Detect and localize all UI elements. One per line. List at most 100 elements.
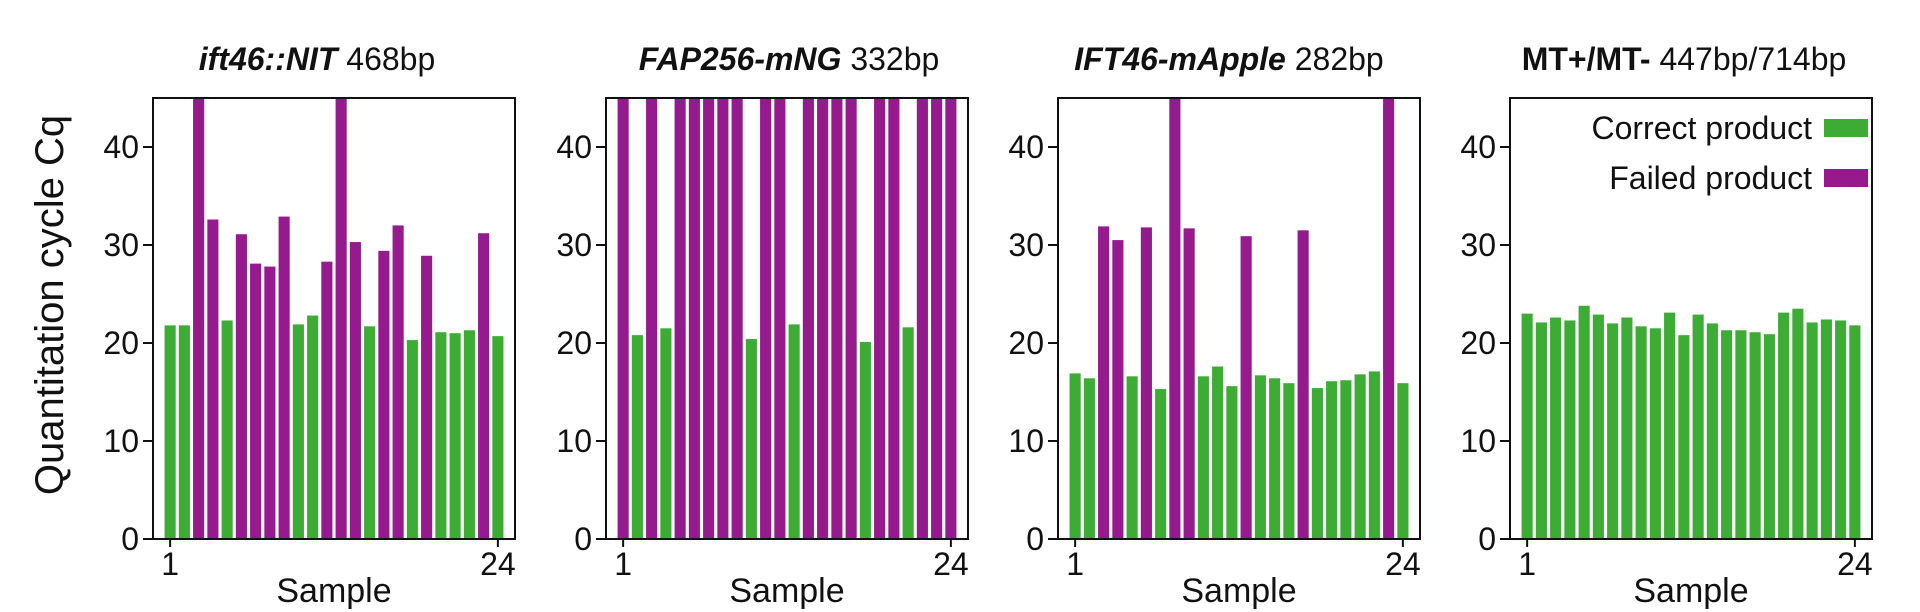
bar-sample-15	[817, 98, 829, 539]
bar-sample-2	[1535, 322, 1547, 539]
bar-sample-23	[1383, 98, 1395, 539]
bar-sample-19	[874, 98, 886, 539]
x-tick-label: 1	[161, 546, 179, 582]
y-tick-label: 40	[103, 129, 139, 165]
bar-sample-18	[406, 340, 418, 539]
bar-sample-13	[1692, 314, 1704, 539]
bar-sample-2	[631, 335, 643, 539]
bar-sample-2	[178, 325, 190, 539]
bar-sample-19	[1326, 381, 1338, 539]
y-tick-label: 0	[1026, 521, 1044, 557]
bar-sample-20	[888, 98, 900, 539]
bar-sample-4	[1564, 320, 1576, 539]
bar-sample-11	[307, 315, 319, 539]
y-tick-label: 10	[556, 423, 592, 459]
y-tick-label: 20	[1460, 325, 1496, 361]
legend-label: Correct product	[1591, 110, 1812, 146]
bar-sample-10	[745, 339, 757, 539]
legend: Correct product Failed product	[1591, 110, 1868, 196]
chart-title: ift46::NIT 468bp	[199, 41, 436, 77]
bar-sample-21	[902, 327, 914, 539]
bar-sample-5	[1578, 305, 1590, 539]
bar-sample-12	[1226, 386, 1238, 539]
legend-swatch	[1824, 119, 1868, 137]
bar-sample-11	[1664, 312, 1676, 539]
bar-sample-18	[1763, 334, 1775, 539]
bar-sample-14	[349, 242, 361, 539]
y-tick-label: 10	[1008, 423, 1044, 459]
x-tick-label: 24	[933, 546, 969, 582]
bar-sample-23	[931, 98, 943, 539]
y-tick-label: 0	[1478, 521, 1496, 557]
plot-frame	[1057, 97, 1421, 540]
bar-sample-22	[916, 98, 928, 539]
bar-sample-9	[731, 98, 743, 539]
chart-title: MT+/MT- 447bp/714bp	[1522, 41, 1847, 77]
bar-sample-1	[1521, 313, 1533, 539]
y-axis-label: Quantitation cycle Cq	[28, 115, 72, 495]
bar-sample-23	[1835, 320, 1847, 539]
bar-sample-7	[1155, 389, 1167, 539]
bar-sample-1	[164, 325, 176, 539]
bar-sample-8	[264, 266, 276, 539]
y-tick-label: 30	[1460, 227, 1496, 263]
bar-sample-5	[221, 320, 233, 539]
bar-sample-9	[1635, 326, 1647, 539]
plot-frame	[152, 97, 516, 540]
bar-sample-6	[235, 234, 247, 539]
x-tick-label: 24	[1837, 546, 1873, 582]
chart-title-bold: FAP256-mNG	[639, 41, 842, 77]
bar-sample-16	[831, 98, 843, 539]
bar-sample-11	[1212, 366, 1224, 539]
bar-sample-8	[1169, 98, 1181, 539]
chart-title-rest: 282bp	[1286, 41, 1384, 77]
y-tick-label: 40	[1008, 129, 1044, 165]
bar-sample-22	[463, 330, 475, 539]
y-tick-label: 10	[103, 423, 139, 459]
chart-title-rest: 447bp/714bp	[1651, 41, 1847, 77]
y-tick-label: 40	[1460, 129, 1496, 165]
legend-swatch	[1824, 169, 1868, 187]
bar-sample-10	[1197, 376, 1209, 539]
bar-sample-10	[292, 324, 304, 539]
bar-sample-13	[1240, 236, 1252, 539]
bar-sample-24	[1849, 325, 1861, 539]
bar-sample-4	[207, 219, 219, 539]
bar-sample-3	[1550, 317, 1562, 539]
bar-sample-1	[1069, 373, 1081, 539]
chart-title-bold: IFT46-mApple	[1074, 41, 1286, 77]
bar-sample-4	[660, 328, 672, 539]
bar-sample-11	[760, 98, 772, 539]
chart-title: IFT46-mApple 282bp	[1074, 41, 1383, 77]
bar-sample-24	[945, 98, 957, 539]
bar-sample-20	[1340, 380, 1352, 539]
bar-sample-13	[335, 98, 347, 539]
bar-sample-19	[421, 255, 433, 539]
bar-sample-24	[1397, 383, 1409, 539]
bar-sample-21	[1806, 322, 1818, 539]
x-axis-label: Sample	[1633, 572, 1748, 610]
bar-sample-1	[617, 98, 629, 539]
bar-sample-19	[1778, 312, 1790, 539]
chart-panel-3: IFT46-mApple 282bp 0 10 20 30 40 1 24 Sample	[1008, 41, 1421, 610]
bar-sample-23	[478, 233, 490, 540]
bar-sample-14	[802, 98, 814, 539]
bar-sample-12	[1678, 335, 1690, 539]
chart-title-rest: 468bp	[337, 41, 435, 77]
bar-sample-9	[1183, 228, 1195, 539]
bar-sample-14	[1706, 323, 1718, 539]
bar-sample-3	[193, 98, 205, 539]
x-tick-label: 1	[614, 546, 632, 582]
bar-sample-22	[1820, 319, 1832, 539]
bar-sample-12	[774, 98, 786, 539]
y-tick-label: 30	[103, 227, 139, 263]
bar-sample-24	[492, 336, 504, 539]
bar-sample-5	[674, 98, 686, 539]
chart-panel-4: MT+/MT- 447bp/714bp 0 10 20 30 40 1 24 Sample Cor…	[1460, 41, 1873, 610]
x-tick-label: 1	[1518, 546, 1536, 582]
bar-sample-17	[1749, 332, 1761, 539]
bar-sample-21	[1354, 374, 1366, 539]
chart-title-bold: ift46::NIT	[199, 41, 340, 77]
